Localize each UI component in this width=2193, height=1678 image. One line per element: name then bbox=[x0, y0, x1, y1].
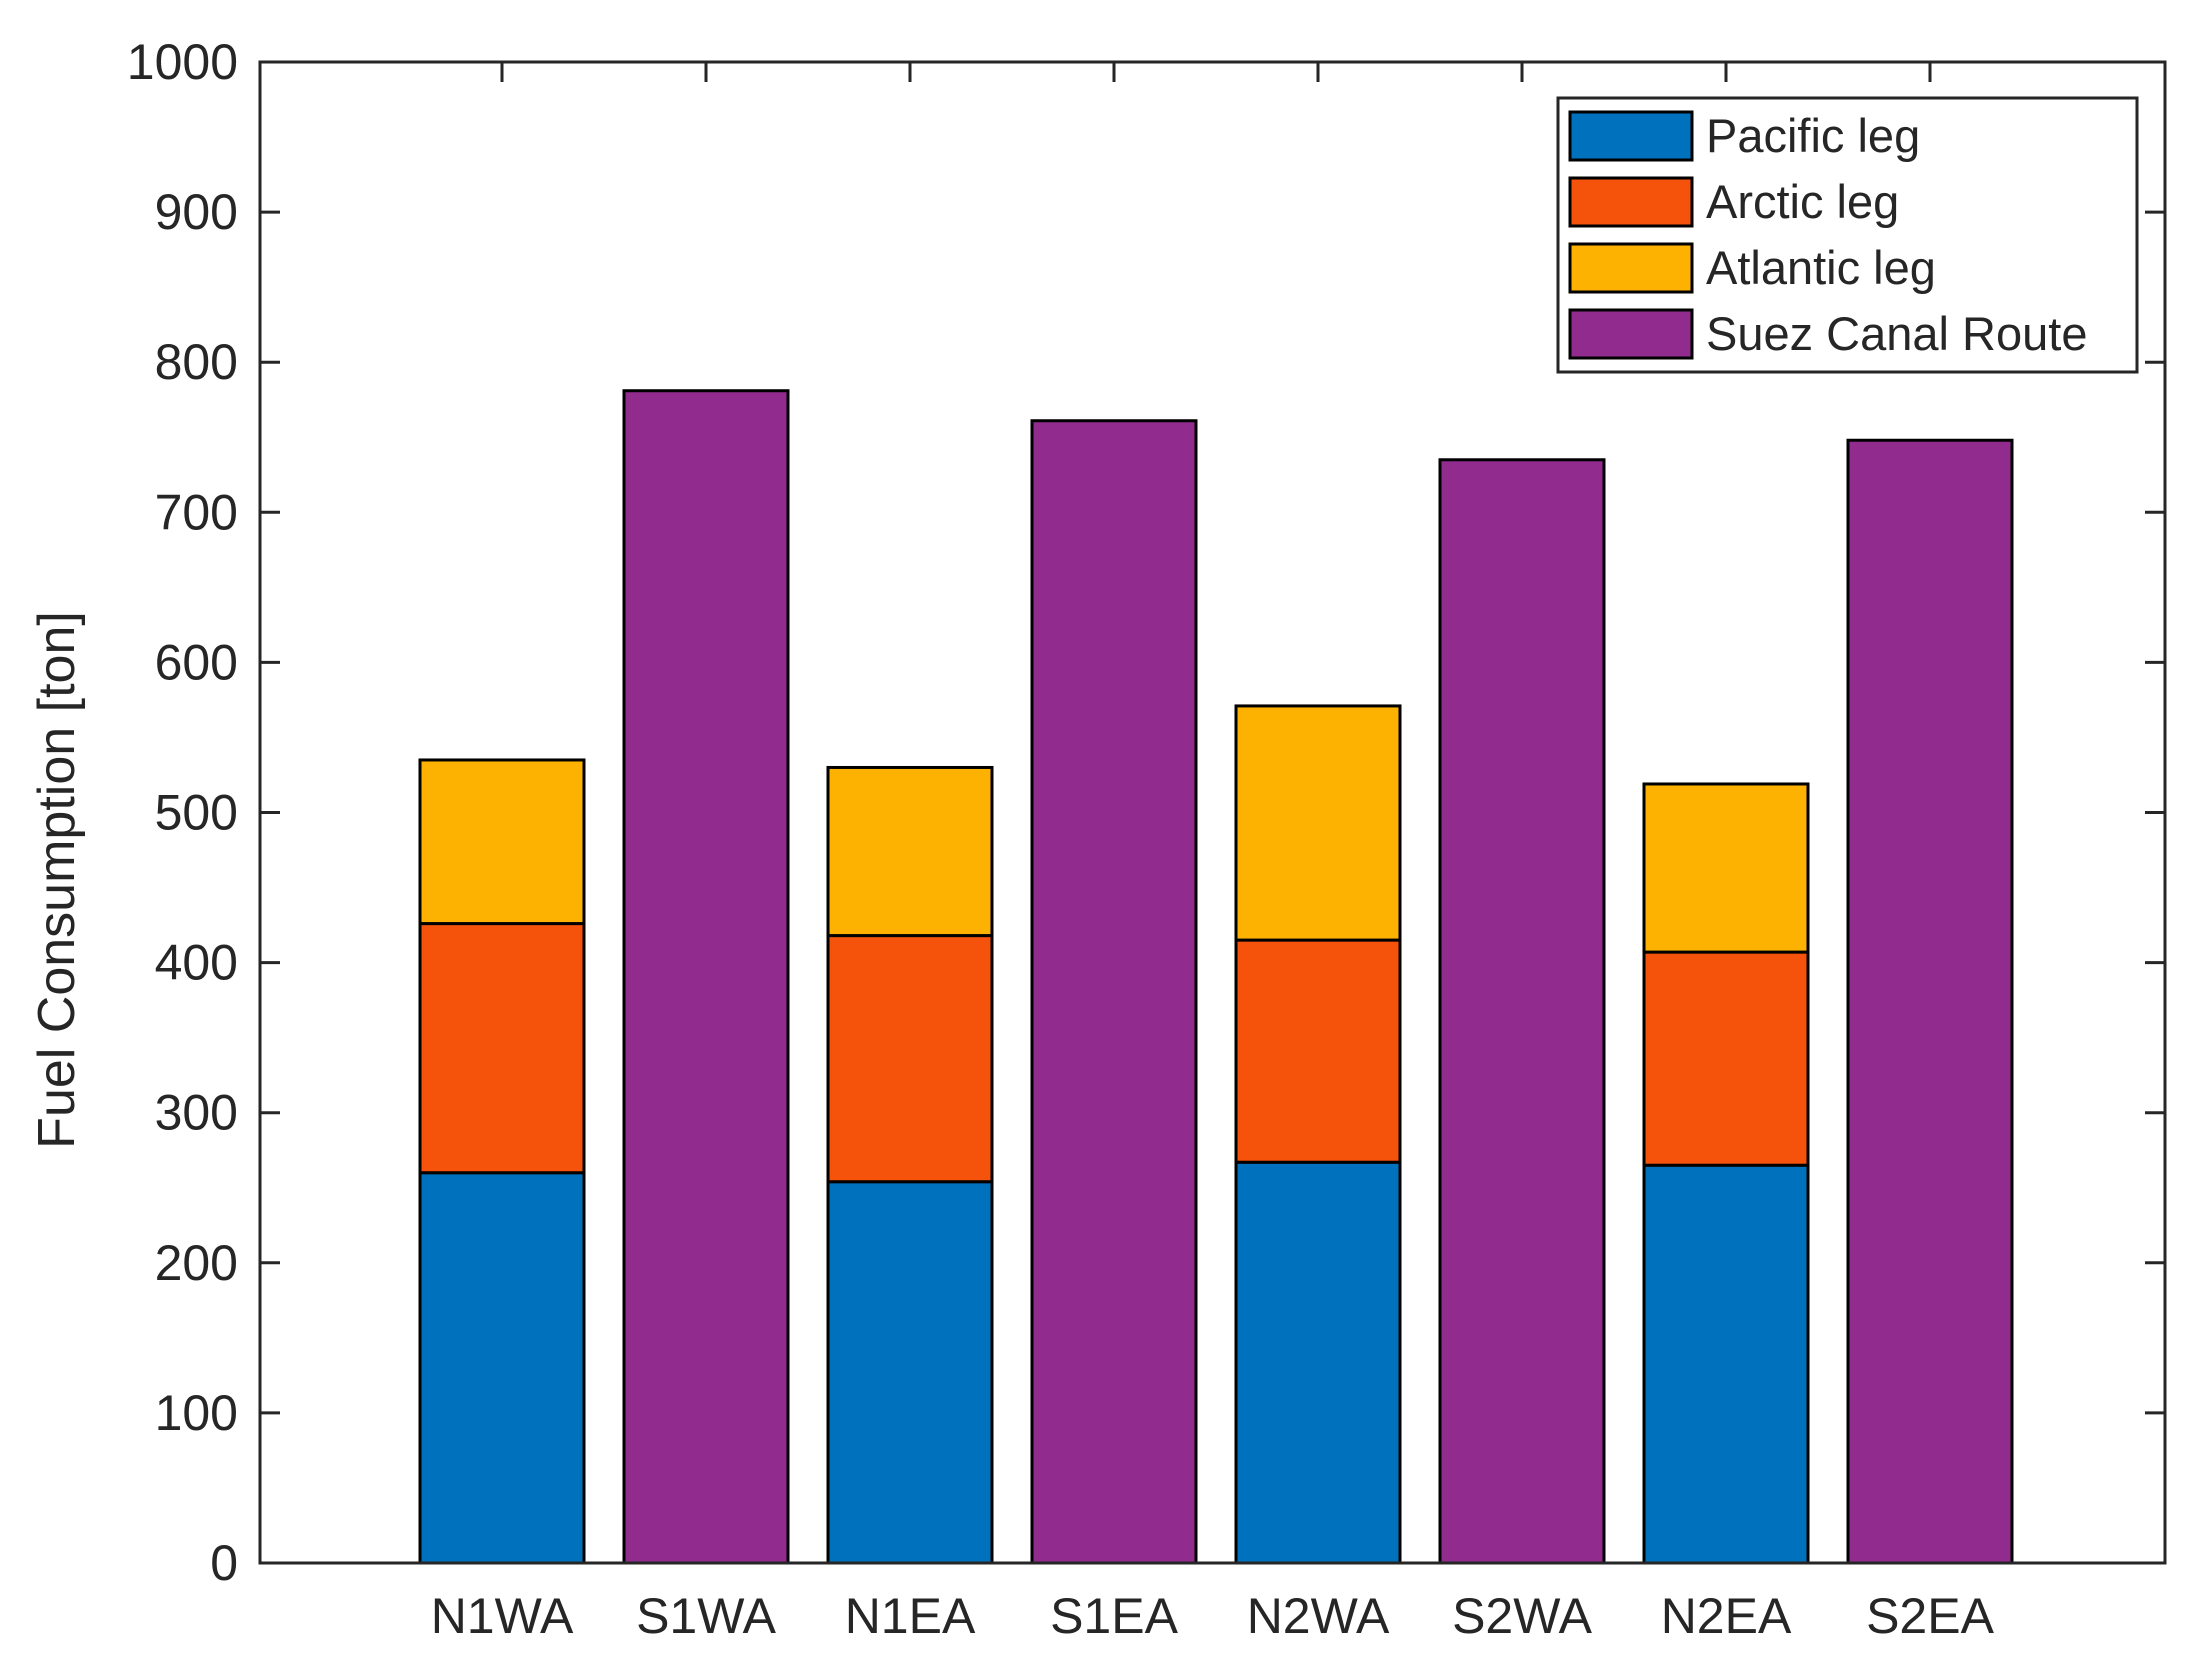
bar-segment-arctic-leg bbox=[1642, 950, 1810, 1167]
y-tick-label: 600 bbox=[155, 634, 238, 690]
bar-segment-arctic-leg bbox=[826, 934, 994, 1184]
x-tick-label: N2EA bbox=[1661, 1588, 1792, 1644]
legend-swatch bbox=[1568, 308, 1694, 360]
bar-segment-suez-canal-route bbox=[1030, 419, 1198, 1565]
x-tick-labels: N1WA S1WA N1EA S1EA N2WA S2WA N2EA S2EA bbox=[431, 1588, 1995, 1644]
x-tick-label: S1EA bbox=[1050, 1588, 1179, 1644]
bar-segment-arctic-leg bbox=[1234, 938, 1402, 1164]
y-tick-label: 800 bbox=[155, 334, 238, 390]
y-axis-title: Fuel Consumption [ton] bbox=[28, 611, 86, 1149]
legend-label: Arctic leg bbox=[1706, 175, 1899, 228]
bar-segment-pacific-leg bbox=[826, 1180, 994, 1565]
bar-segment-atlantic-leg bbox=[418, 758, 586, 926]
legend-swatch bbox=[1568, 110, 1694, 162]
legend-label: Pacific leg bbox=[1706, 109, 1920, 162]
bar-segment-atlantic-leg bbox=[826, 765, 994, 938]
y-tick-label: 400 bbox=[155, 935, 238, 991]
y-tick-labels: 0 100 200 300 400 500 600 700 800 900 1000 bbox=[127, 34, 238, 1591]
legend-label: Atlantic leg bbox=[1706, 241, 1936, 294]
bar-segment-pacific-leg bbox=[1234, 1160, 1402, 1565]
x-tick-label: N1WA bbox=[431, 1588, 574, 1644]
bar-segment-pacific-leg bbox=[418, 1171, 586, 1565]
x-tick-label: N2WA bbox=[1247, 1588, 1390, 1644]
y-tick-label: 900 bbox=[155, 184, 238, 240]
plot-frame bbox=[258, 60, 2167, 1565]
legend-label: Suez Canal Route bbox=[1706, 307, 2087, 360]
bars bbox=[418, 389, 2014, 1565]
y-tick-label: 200 bbox=[155, 1235, 238, 1291]
bar-segment-atlantic-leg bbox=[1642, 782, 1810, 954]
bar-segment-pacific-leg bbox=[1642, 1163, 1810, 1565]
legend-swatch bbox=[1568, 242, 1694, 294]
axes-box bbox=[258, 60, 2167, 1565]
bar-segment-arctic-leg bbox=[418, 922, 586, 1175]
legend: Pacific leg Arctic leg Atlantic leg Suez Ca… bbox=[1556, 96, 2139, 374]
y-tick-label: 0 bbox=[210, 1535, 238, 1591]
x-tick-label: S1WA bbox=[636, 1588, 776, 1644]
legend-swatch bbox=[1568, 176, 1694, 228]
y-tick-label: 700 bbox=[155, 484, 238, 540]
bar-segment-suez-canal-route bbox=[1846, 438, 2014, 1565]
y-tick-label: 300 bbox=[155, 1085, 238, 1141]
y-tick-label: 500 bbox=[155, 785, 238, 841]
bar-segment-suez-canal-route bbox=[622, 389, 790, 1565]
y-tick-label: 1000 bbox=[127, 34, 238, 90]
bar-segment-atlantic-leg bbox=[1234, 704, 1402, 942]
y-tick-label: 100 bbox=[155, 1385, 238, 1441]
x-tick-label: S2EA bbox=[1866, 1588, 1995, 1644]
x-tick-label: N1EA bbox=[845, 1588, 976, 1644]
bar-segment-suez-canal-route bbox=[1438, 458, 1606, 1565]
x-tick-label: S2WA bbox=[1452, 1588, 1592, 1644]
